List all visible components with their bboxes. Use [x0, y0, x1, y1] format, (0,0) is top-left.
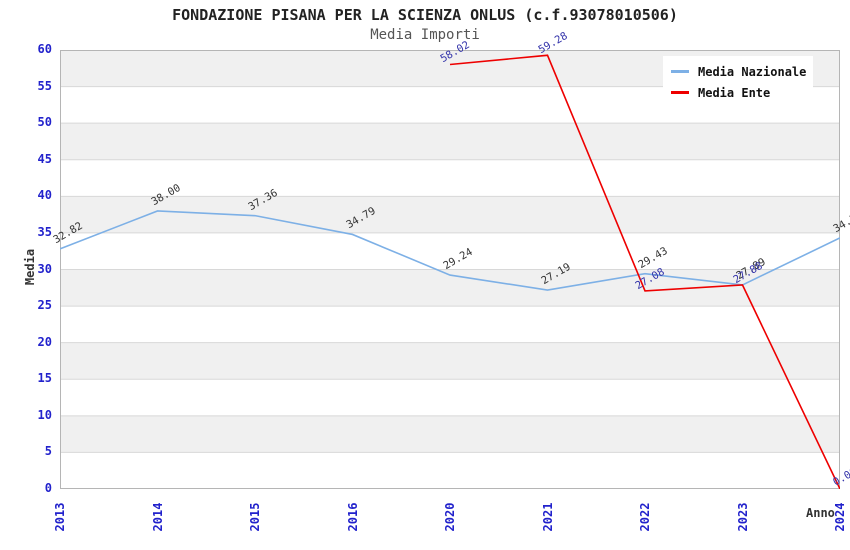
- series-line-1: [449, 54, 840, 489]
- y-tick-label: 0: [44, 481, 52, 495]
- series-line-0: [60, 210, 840, 291]
- y-tick-label: 45: [37, 151, 52, 166]
- plot-area: [60, 50, 840, 489]
- legend-swatch-icon: [671, 70, 689, 73]
- y-tick-label: 60: [37, 42, 52, 56]
- y-tick-label: 20: [37, 334, 52, 349]
- y-axis-label: Media: [23, 248, 37, 286]
- y-tick-label: 30: [37, 261, 52, 276]
- chart-subtitle: Media Importi: [370, 27, 480, 43]
- band: [60, 123, 840, 160]
- y-tick-label: 10: [37, 407, 52, 422]
- y-tick-label: 25: [37, 298, 52, 313]
- y-tick-label: 55: [37, 78, 52, 93]
- x-tick-label: 2016: [345, 502, 360, 532]
- y-tick-label: 40: [37, 188, 52, 203]
- x-axis-label: Anno: [806, 506, 835, 520]
- x-tick-label: 2023: [735, 502, 750, 532]
- plot-border: [60, 50, 840, 489]
- x-tick-label: 2015: [248, 502, 262, 532]
- y-tick-label: 35: [37, 224, 52, 239]
- legend: Media Nazionale Media Ente: [663, 56, 813, 108]
- x-tick-label: 2013: [53, 502, 67, 532]
- y-tick-label: 50: [37, 115, 52, 130]
- band: [60, 196, 840, 233]
- legend-item: Media Nazionale: [671, 61, 807, 82]
- chart-title: FONDAZIONE PISANA PER LA SCIENZA ONLUS (…: [172, 6, 678, 24]
- legend-label: Media Ente: [698, 85, 771, 100]
- x-tick-label: 2014: [150, 502, 165, 532]
- x-tick-label: 2022: [638, 502, 652, 532]
- band: [60, 342, 840, 380]
- legend-item: Media Ente: [671, 82, 805, 103]
- band: [60, 415, 840, 453]
- x-tick-label: 2020: [443, 502, 457, 532]
- x-tick-label: 2021: [540, 502, 555, 532]
- legend-swatch-icon: [671, 91, 689, 94]
- y-tick-label: 5: [44, 444, 52, 459]
- legend-label: Media Nazionale: [698, 64, 807, 79]
- y-tick-label: 15: [37, 371, 52, 386]
- x-tick-label: 2024: [833, 502, 847, 532]
